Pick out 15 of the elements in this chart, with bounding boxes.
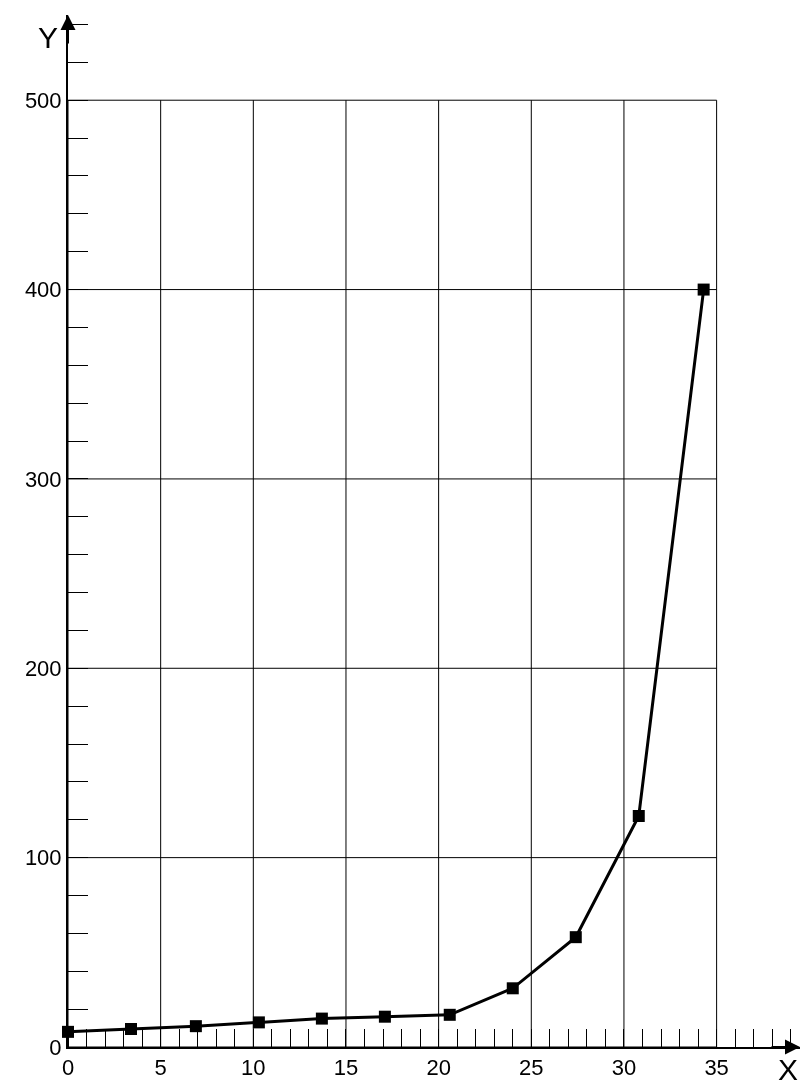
y-tick-label: 200 [24,655,62,681]
x-tick-label: 5 [154,1055,167,1081]
x-tick-label: 20 [426,1055,451,1081]
x-tick-label: 25 [519,1055,544,1081]
y-tick-label: 400 [24,277,62,303]
y-tick-label: 100 [24,845,62,871]
y-axis-title: Y [38,21,59,54]
x-tick-label: 30 [611,1055,637,1081]
x-axis-title: X [778,1053,799,1086]
x-tick-label: 10 [241,1055,266,1081]
y-tick-label: 300 [24,466,62,492]
x-tick-label: 35 [704,1055,729,1081]
x-tick-label: 15 [333,1055,359,1081]
y-tick-label: 0 [49,1034,62,1060]
y-tick-label: 500 [24,87,62,113]
